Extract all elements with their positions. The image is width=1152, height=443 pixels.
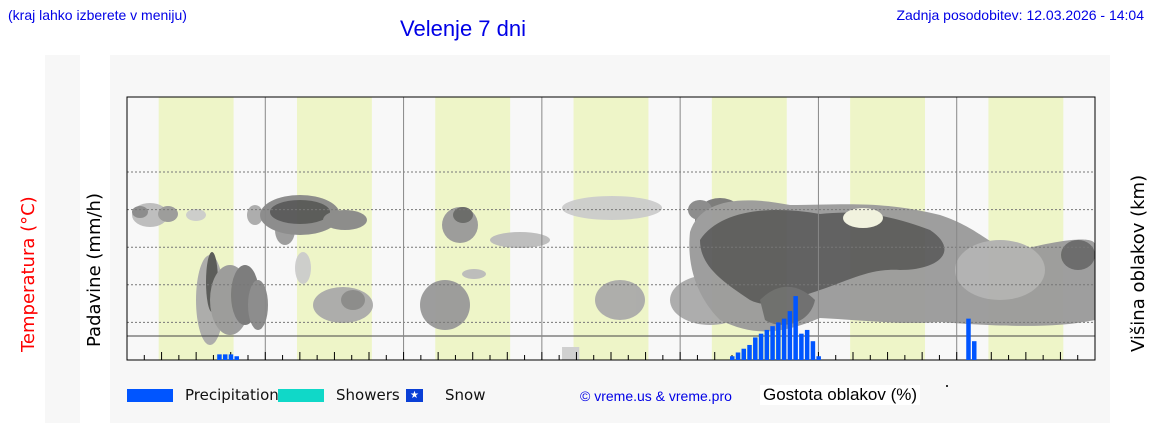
legend-precipitation: Precipitation: [127, 386, 279, 404]
location-hint-link[interactable]: (kraj lahko izberete v meniju): [8, 7, 187, 23]
cloud-density-scale: [946, 385, 948, 387]
legend-snow-label: Snow: [445, 386, 486, 404]
legend-showers-label: Showers: [336, 386, 400, 404]
temperature-axis-panel: [45, 55, 80, 423]
legend-showers: Showers: [278, 386, 400, 404]
page-title: Velenje 7 dni: [400, 16, 526, 41]
showers-swatch: [278, 388, 324, 402]
precip-axis-title: Padavine (mm/h): [84, 193, 105, 347]
temperature-axis-title: Temperatura (°C): [18, 196, 39, 352]
legend-snow: ★ Snow: [406, 386, 485, 404]
credit-link[interactable]: © vreme.us & vreme.pro: [580, 388, 732, 404]
star-icon: ★: [406, 388, 423, 402]
precipitation-swatch: [127, 388, 173, 402]
cloud-height-axis-title: Višina oblakov (km): [1128, 174, 1149, 352]
last-update: Zadnja posodobitev: 12.03.2026 - 14:04: [896, 7, 1144, 23]
cloud-density-title: Gostota oblakov (%): [760, 385, 921, 405]
legend-precipitation-label: Precipitation: [185, 386, 279, 404]
